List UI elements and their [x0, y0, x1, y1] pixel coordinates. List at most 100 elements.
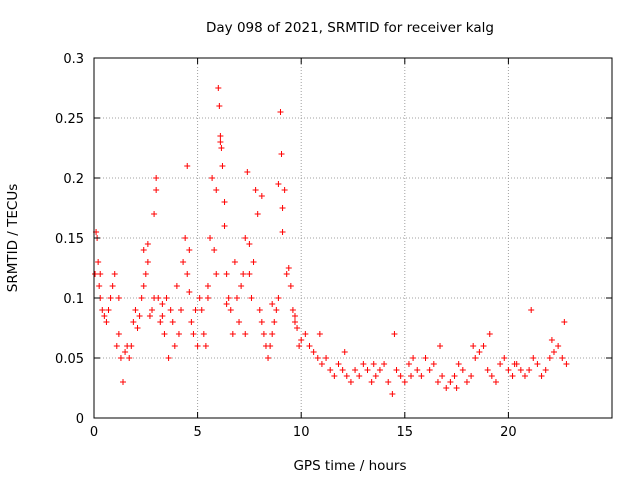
data-point: [223, 301, 230, 307]
data-point: [169, 319, 176, 325]
data-point: [190, 331, 197, 337]
data-point: [401, 379, 408, 385]
data-point: [144, 241, 151, 247]
data-point: [155, 295, 162, 301]
data-point: [207, 235, 214, 241]
data-point: [505, 367, 512, 373]
data-point: [221, 199, 228, 205]
data-point: [159, 313, 166, 319]
data-point: [546, 355, 553, 361]
data-point: [476, 349, 483, 355]
data-point: [138, 295, 145, 301]
data-point: [229, 331, 236, 337]
data-point: [250, 259, 257, 265]
data-point: [117, 355, 124, 361]
data-point: [283, 271, 290, 277]
data-point: [455, 361, 462, 367]
x-tick-label: 20: [500, 425, 517, 440]
data-point: [356, 373, 363, 379]
data-point: [242, 235, 249, 241]
data-point: [410, 355, 417, 361]
data-point: [314, 355, 321, 361]
x-axis-label: GPS time / hours: [293, 458, 406, 474]
data-point: [184, 163, 191, 169]
data-point: [393, 367, 400, 373]
data-point: [289, 307, 296, 313]
data-points: [92, 85, 570, 397]
x-tick-label: 5: [193, 425, 201, 440]
data-point: [370, 361, 377, 367]
chart-title: Day 098 of 2021, SRMTID for receiver kal…: [206, 20, 494, 36]
data-point: [323, 355, 330, 361]
data-point: [530, 355, 537, 361]
data-point: [209, 175, 216, 181]
data-point: [256, 307, 263, 313]
data-point: [258, 319, 265, 325]
y-tick-label: 0: [76, 412, 84, 427]
data-point: [217, 133, 224, 139]
data-point: [103, 319, 110, 325]
data-point: [142, 271, 149, 277]
data-point: [548, 337, 555, 343]
data-point: [182, 235, 189, 241]
data-point: [279, 229, 286, 235]
data-point: [391, 331, 398, 337]
x-tick-label: 15: [397, 425, 414, 440]
data-point: [111, 271, 118, 277]
data-point: [178, 307, 185, 313]
data-point: [196, 295, 203, 301]
data-point: [233, 295, 240, 301]
data-point: [175, 331, 182, 337]
data-point: [200, 331, 207, 337]
data-point: [120, 379, 127, 385]
data-point: [173, 283, 180, 289]
data-point: [517, 367, 524, 373]
data-point: [488, 373, 495, 379]
data-point: [213, 187, 220, 193]
y-tick-label: 0.15: [55, 232, 84, 247]
data-point: [134, 325, 141, 331]
y-tick-label: 0.3: [63, 52, 84, 67]
data-point: [360, 361, 367, 367]
data-point: [198, 307, 205, 313]
data-point: [105, 307, 112, 313]
data-point: [192, 307, 199, 313]
data-point: [341, 349, 348, 355]
data-point: [331, 373, 338, 379]
data-point: [422, 355, 429, 361]
y-tick-label: 0.25: [55, 112, 84, 127]
data-point: [242, 331, 249, 337]
data-point: [161, 331, 168, 337]
data-point: [443, 385, 450, 391]
data-point: [171, 343, 178, 349]
data-point: [426, 367, 433, 373]
data-point: [149, 307, 156, 313]
data-point: [296, 343, 303, 349]
data-point: [484, 367, 491, 373]
data-point: [136, 313, 143, 319]
data-point: [381, 361, 388, 367]
data-point: [159, 301, 166, 307]
data-point: [92, 271, 99, 277]
data-point: [240, 271, 247, 277]
data-point: [151, 211, 158, 217]
data-point: [468, 373, 475, 379]
data-point: [408, 373, 415, 379]
data-point: [306, 343, 313, 349]
data-point: [107, 295, 114, 301]
data-point: [486, 331, 493, 337]
data-point: [140, 283, 147, 289]
data-point: [372, 373, 379, 379]
data-point: [364, 367, 371, 373]
data-point: [561, 319, 568, 325]
data-point: [279, 205, 286, 211]
data-point: [153, 175, 160, 181]
data-point: [376, 367, 383, 373]
data-point: [414, 367, 421, 373]
data-point: [418, 373, 425, 379]
data-point: [225, 295, 232, 301]
data-point: [267, 343, 274, 349]
data-point: [128, 343, 135, 349]
data-point: [216, 103, 223, 109]
